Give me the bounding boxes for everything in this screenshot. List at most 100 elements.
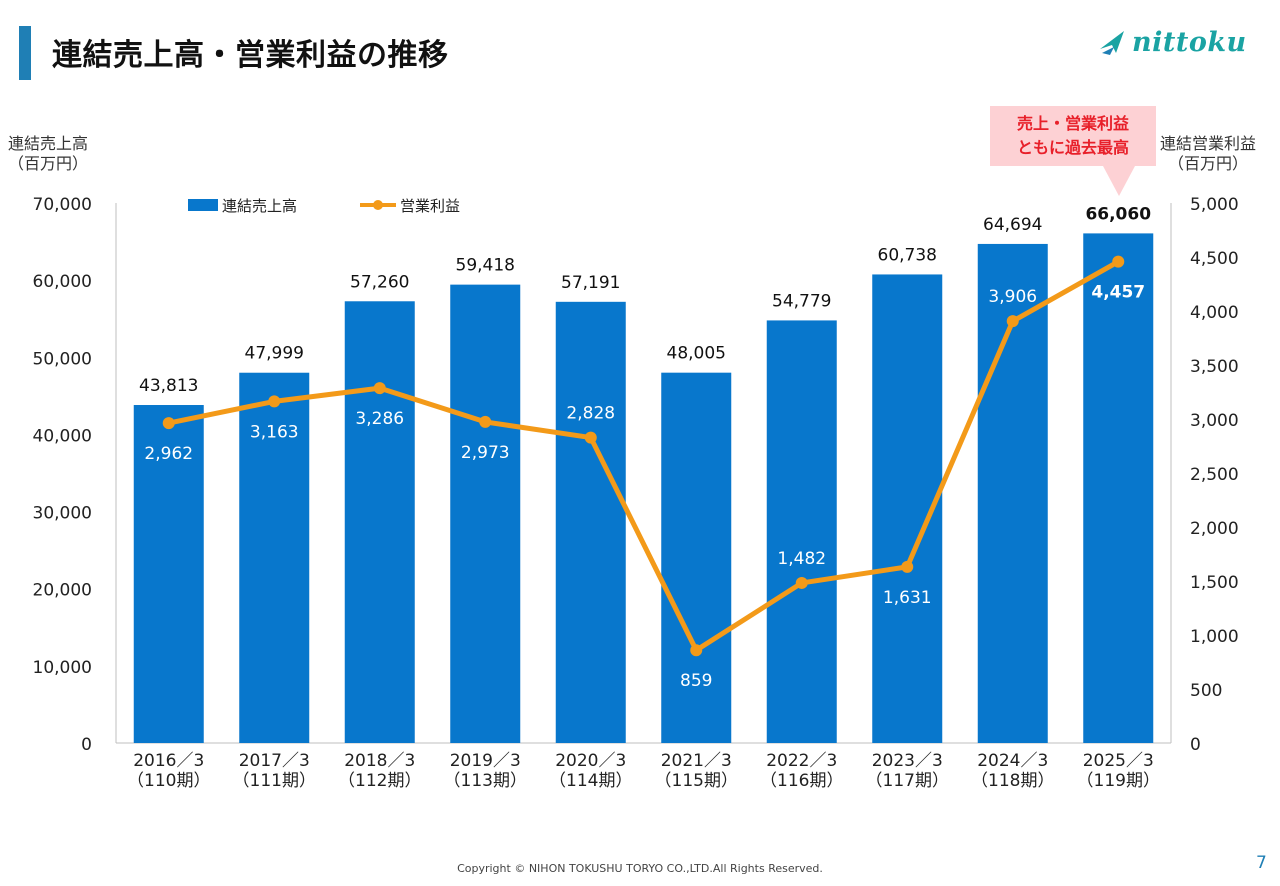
operating-profit-line: [168, 259, 1120, 653]
line-data-label: 2,962: [144, 444, 193, 464]
bar-2019-3: [450, 284, 521, 743]
x-axis-tick-label: 2018／3: [344, 751, 415, 771]
line-data-label: 1,631: [883, 588, 932, 608]
bar-data-label: 64,694: [983, 215, 1042, 235]
left-axis-tick-label: 30,000: [33, 504, 92, 524]
legend-swatch-bar: [188, 199, 218, 211]
line-data-label: 2,973: [461, 443, 510, 463]
x-axis-sublabel: （117期）: [866, 771, 949, 791]
x-axis-sublabel: （112期）: [338, 771, 421, 791]
right-axis-title-line2: （百万円）: [1168, 154, 1249, 173]
footer-copyright: Copyright © NIHON TOKUSHU TORYO CO.,LTD.…: [457, 862, 823, 875]
left-axis-tick-label: 10,000: [33, 658, 92, 678]
line-point: [1112, 255, 1125, 268]
x-axis-tick-label: 2021／3: [661, 751, 732, 771]
left-axis-tick-label: 0: [81, 735, 92, 755]
line-point: [373, 382, 386, 395]
left-axis-tick-label: 50,000: [33, 349, 92, 369]
right-axis-tick-label: 2,000: [1190, 519, 1239, 539]
bar-data-label: 47,999: [245, 344, 304, 364]
bar-data-label: 59,418: [456, 256, 515, 276]
x-axis-tick-label: 2020／3: [555, 751, 626, 771]
legend-label-profit: 営業利益: [400, 197, 460, 215]
line-point: [584, 431, 597, 444]
left-axis-tick-label: 60,000: [33, 272, 92, 292]
right-axis-tick-label: 0: [1190, 735, 1201, 755]
callout-line2: ともに過去最高: [1016, 138, 1129, 157]
bar-2016-3: [133, 405, 204, 743]
callout-line1: 売上・営業利益: [1016, 114, 1129, 133]
legend-label-sales: 連結売上高: [222, 197, 297, 215]
line-data-label: 4,457: [1091, 283, 1145, 303]
line-data-label: 2,828: [566, 404, 615, 424]
line-point: [901, 560, 914, 573]
left-axis-tick-label: 70,000: [33, 195, 92, 215]
x-axis-tick-label: 2019／3: [450, 751, 521, 771]
right-axis-tick-label: 3,000: [1190, 411, 1239, 431]
x-axis-sublabel: （118期）: [971, 771, 1054, 791]
line-data-label: 859: [680, 671, 712, 691]
bar-2025-3: [1083, 233, 1154, 743]
bar-data-label: 43,813: [139, 376, 198, 396]
left-axis-title: 連結売上高 （百万円）: [8, 134, 88, 174]
bar-data-label: 54,779: [772, 291, 831, 311]
right-axis-tick-label: 4,500: [1190, 249, 1239, 269]
line-point: [479, 415, 492, 428]
line-point: [1006, 315, 1019, 328]
x-axis-sublabel: （110期）: [127, 771, 210, 791]
x-axis-tick-label: 2022／3: [766, 751, 837, 771]
x-axis-sublabel: （115期）: [655, 771, 738, 791]
left-axis-title-line1: 連結売上高: [8, 134, 89, 153]
company-logo: nittoku: [1098, 24, 1258, 60]
x-axis-sublabel: （114期）: [549, 771, 632, 791]
record-high-callout: 売上・営業利益 ともに過去最高: [990, 106, 1156, 166]
right-axis-tick-label: 3,500: [1190, 357, 1239, 377]
bar-data-label: 66,060: [1085, 204, 1151, 224]
bar-2017-3: [239, 372, 310, 743]
page-number: 7: [1256, 853, 1267, 873]
left-axis-tick-label: 40,000: [33, 426, 92, 446]
bar-2020-3: [555, 301, 626, 743]
line-data-label: 3,906: [988, 287, 1037, 307]
x-axis-tick-label: 2023／3: [872, 751, 943, 771]
bar-data-label: 57,191: [561, 273, 620, 293]
bar-data-label: 48,005: [667, 344, 726, 364]
page-title: 連結売上高・営業利益の推移: [52, 38, 449, 73]
logo-text: nittoku: [1132, 26, 1247, 58]
right-axis-tick-label: 4,000: [1190, 303, 1239, 323]
x-axis-sublabel: （116期）: [760, 771, 843, 791]
line-data-label: 1,482: [777, 549, 826, 569]
right-axis-tick-label: 1,500: [1190, 573, 1239, 593]
bar-data-label: 57,260: [350, 272, 409, 292]
x-axis-tick-label: 2025／3: [1083, 751, 1154, 771]
line-point: [268, 395, 281, 408]
right-axis-tick-label: 5,000: [1190, 195, 1239, 215]
bar-data-label: 60,738: [878, 245, 937, 265]
x-axis-tick-label: 2017／3: [239, 751, 310, 771]
line-point: [795, 576, 808, 589]
right-axis-title: 連結営業利益 （百万円）: [1160, 134, 1256, 174]
left-axis-title-line2: （百万円）: [8, 154, 89, 173]
x-axis-tick-label: 2024／3: [977, 751, 1048, 771]
x-axis-sublabel: （111期）: [233, 771, 316, 791]
x-axis-sublabel: （113期）: [444, 771, 527, 791]
right-axis-tick-label: 500: [1190, 681, 1222, 701]
line-data-label: 3,286: [355, 409, 404, 429]
line-data-label: 3,163: [250, 422, 299, 442]
callout-pointer: [1103, 166, 1135, 196]
x-axis-tick-label: 2016／3: [133, 751, 204, 771]
right-axis-tick-label: 1,000: [1190, 627, 1239, 647]
right-axis-title-line1: 連結営業利益: [1160, 134, 1257, 153]
legend-swatch-marker: [373, 200, 383, 210]
line-point: [162, 417, 175, 430]
x-axis-sublabel: （119期）: [1077, 771, 1160, 791]
logo-mark-icon: [1100, 31, 1124, 55]
bar-2021-3: [661, 372, 732, 743]
bar-2018-3: [344, 301, 415, 743]
line-point: [690, 644, 703, 657]
title-accent-bar: [19, 26, 31, 80]
right-axis-tick-label: 2,500: [1190, 465, 1239, 485]
left-axis-tick-label: 20,000: [33, 581, 92, 601]
bar-2022-3: [766, 320, 837, 743]
